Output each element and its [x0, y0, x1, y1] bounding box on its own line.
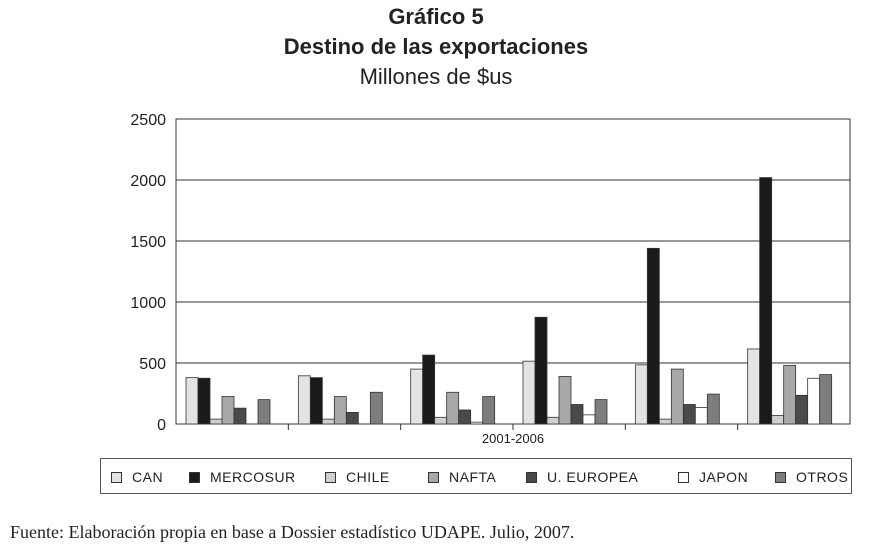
bar — [558, 376, 572, 425]
y-tick-label: 2500 — [130, 112, 166, 129]
chart-units: Millones de $us — [359, 64, 513, 89]
bar — [594, 399, 608, 425]
bar — [309, 377, 323, 425]
bar — [646, 247, 660, 425]
bar — [582, 414, 596, 425]
bar — [185, 377, 199, 425]
legend-item: MERCOSUR — [189, 469, 296, 485]
bar — [233, 407, 247, 425]
legend-swatch — [678, 471, 689, 483]
legend-item: JAPON — [678, 469, 748, 485]
bar — [345, 412, 359, 425]
bar — [197, 377, 211, 425]
bar — [807, 377, 821, 425]
source-note: Fuente: Elaboración propia en base a Dos… — [10, 522, 575, 542]
bar — [422, 354, 436, 425]
legend-swatch — [775, 471, 786, 483]
bar — [458, 409, 472, 425]
legend-label: JAPON — [699, 469, 749, 485]
bar — [783, 365, 797, 425]
legend-item: U. EUROPEA — [526, 469, 638, 485]
y-tick-label: 1000 — [130, 295, 166, 312]
y-tick-label: 2000 — [130, 173, 166, 190]
bar — [333, 396, 347, 425]
bar — [747, 348, 761, 425]
bar-chart: 0 500 1000 1500 2000 2500 2001-2006 — [130, 112, 851, 446]
bar — [369, 391, 383, 425]
bar — [795, 394, 809, 425]
bar — [321, 418, 335, 425]
x-axis-label: 2001-2006 — [482, 431, 544, 446]
bar — [470, 421, 484, 425]
bar — [670, 368, 684, 425]
legend-label: CHILE — [346, 469, 390, 485]
legend-swatch — [111, 471, 122, 483]
bar — [221, 396, 235, 425]
legend-item: NAFTA — [428, 469, 496, 485]
legend-item: OTROS — [775, 469, 848, 485]
bar — [706, 393, 720, 425]
chart-legend: CAN MERCOSUR CHILE NAFTA U. EUROPEA JAPON OTRO… — [100, 458, 852, 494]
chart-subtitle: Destino de las exportaciones — [283, 34, 589, 59]
legend-label: MERCOSUR — [210, 469, 296, 485]
bar — [482, 396, 496, 425]
bar — [534, 316, 548, 425]
bar — [759, 177, 773, 425]
y-tick-label: 500 — [139, 356, 166, 373]
bar — [819, 374, 833, 425]
bar — [682, 404, 696, 425]
bar — [634, 364, 648, 425]
legend-label: OTROS — [796, 469, 849, 485]
bar — [257, 399, 271, 425]
legend-label: CAN — [132, 469, 164, 485]
legend-swatch — [428, 471, 439, 483]
bar — [434, 416, 448, 425]
y-tick-label: 0 — [157, 417, 166, 434]
legend-swatch — [526, 471, 537, 483]
legend-item: CHILE — [325, 469, 390, 485]
legend-item: CAN — [111, 469, 163, 485]
bar — [446, 391, 460, 425]
bar — [546, 416, 560, 425]
bar — [410, 368, 424, 425]
bar — [297, 375, 311, 425]
bar — [209, 418, 223, 425]
y-tick-label: 1500 — [130, 234, 166, 251]
legend-swatch — [189, 471, 200, 483]
bar — [570, 404, 584, 425]
legend-label: NAFTA — [449, 469, 497, 485]
bar — [694, 407, 708, 425]
bar — [658, 418, 672, 425]
chart-title: Gráfico 5 — [388, 4, 484, 29]
legend-swatch — [325, 471, 336, 483]
bar — [522, 360, 536, 425]
legend-label: U. EUROPEA — [547, 469, 639, 485]
bar — [771, 415, 785, 425]
